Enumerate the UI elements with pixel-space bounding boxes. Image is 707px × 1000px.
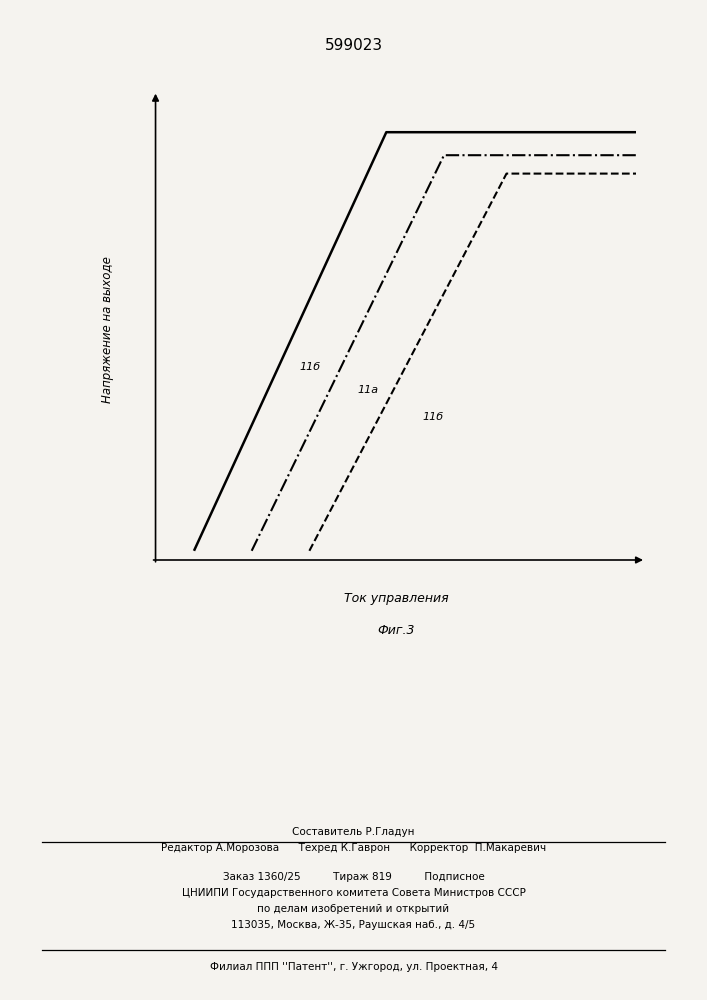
Text: Редактор А.Морозова      Техред К.Гаврон      Корректор  П.Макаревич: Редактор А.Морозова Техред К.Гаврон Корр… [161,843,546,853]
Text: 599023: 599023 [325,38,382,53]
Text: 11б: 11б [422,412,443,422]
Text: Заказ 1360/25          Тираж 819          Подписное: Заказ 1360/25 Тираж 819 Подписное [223,872,484,882]
Text: 11а: 11а [358,385,378,395]
Text: ЦНИИПИ Государственного комитета Совета Министров СССР: ЦНИИПИ Государственного комитета Совета … [182,888,525,898]
Text: Фиг.3: Фиг.3 [377,624,415,637]
Text: Напряжение на выходе: Напряжение на выходе [101,257,114,403]
Text: 113035, Москва, Ж-35, Раушская наб., д. 4/5: 113035, Москва, Ж-35, Раушская наб., д. … [231,920,476,930]
Text: Филиал ППП ''Патент'', г. Ужгород, ул. Проектная, 4: Филиал ППП ''Патент'', г. Ужгород, ул. П… [209,962,498,972]
Text: 11б: 11б [300,362,321,372]
Text: по делам изобретений и открытий: по делам изобретений и открытий [257,904,450,914]
Text: Составитель Р.Гладун: Составитель Р.Гладун [292,827,415,837]
Text: Ток управления: Ток управления [344,592,448,605]
